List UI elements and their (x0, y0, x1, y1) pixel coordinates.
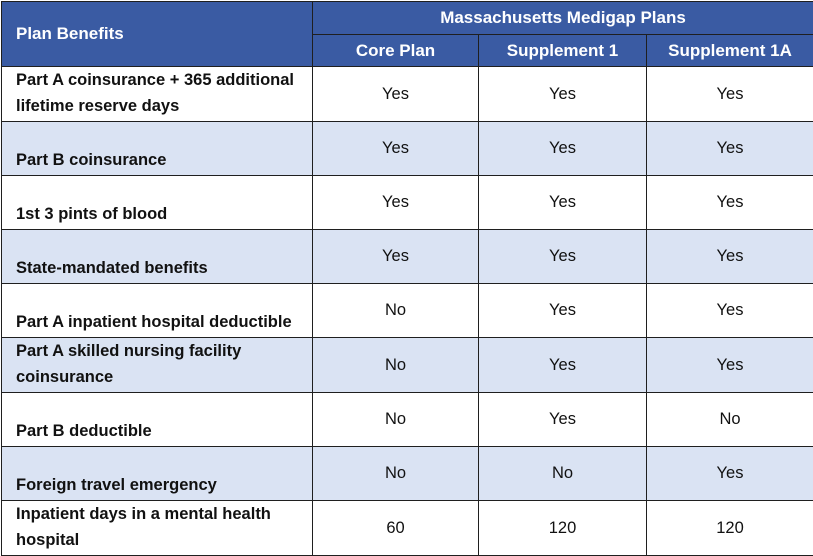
supplement-1-value: Yes (479, 393, 647, 447)
supplement-1a-value: Yes (647, 284, 813, 338)
supplement-1-value: No (479, 447, 647, 501)
table-row: Part B deductible No Yes No (2, 393, 813, 447)
column-header-supplement-1: Supplement 1 (479, 35, 647, 67)
table-row: Part A coinsurance + 365 additional life… (2, 67, 813, 122)
table-row: Part A inpatient hospital deductible No … (2, 284, 813, 338)
core-plan-value: Yes (313, 67, 479, 122)
table-row: Foreign travel emergency No No Yes (2, 447, 813, 501)
table-row: Part A skilled nursing facility coinsura… (2, 338, 813, 393)
benefit-label: Part B coinsurance (2, 122, 313, 176)
column-header-supplement-1a: Supplement 1A (647, 35, 813, 67)
header-row-group: Plan Benefits Massachusetts Medigap Plan… (2, 2, 813, 35)
benefit-label: Foreign travel emergency (2, 447, 313, 501)
supplement-1-value: Yes (479, 176, 647, 230)
supplement-1-value: Yes (479, 284, 647, 338)
supplement-1-value: Yes (479, 67, 647, 122)
core-plan-value: No (313, 338, 479, 393)
core-plan-value: Yes (313, 230, 479, 284)
core-plan-value: No (313, 393, 479, 447)
table-row: Part B coinsurance Yes Yes Yes (2, 122, 813, 176)
medigap-plans-group-header: Massachusetts Medigap Plans (313, 2, 813, 35)
supplement-1-value: 120 (479, 501, 647, 556)
benefit-label: Inpatient days in a mental health hospit… (2, 501, 313, 556)
supplement-1a-value: 120 (647, 501, 813, 556)
table-row: State-mandated benefits Yes Yes Yes (2, 230, 813, 284)
supplement-1-value: Yes (479, 338, 647, 393)
benefit-label: Part A skilled nursing facility coinsura… (2, 338, 313, 393)
table-row: Inpatient days in a mental health hospit… (2, 501, 813, 556)
benefit-label: State-mandated benefits (2, 230, 313, 284)
plan-benefits-header: Plan Benefits (2, 2, 313, 67)
benefit-label: 1st 3 pints of blood (2, 176, 313, 230)
core-plan-value: Yes (313, 122, 479, 176)
supplement-1a-value: Yes (647, 338, 813, 393)
supplement-1a-value: No (647, 393, 813, 447)
benefit-label: Part B deductible (2, 393, 313, 447)
supplement-1-value: Yes (479, 122, 647, 176)
supplement-1a-value: Yes (647, 176, 813, 230)
benefit-label: Part A inpatient hospital deductible (2, 284, 313, 338)
supplement-1-value: Yes (479, 230, 647, 284)
supplement-1a-value: Yes (647, 447, 813, 501)
column-header-core-plan: Core Plan (313, 35, 479, 67)
core-plan-value: No (313, 284, 479, 338)
core-plan-value: Yes (313, 176, 479, 230)
supplement-1a-value: Yes (647, 230, 813, 284)
core-plan-value: 60 (313, 501, 479, 556)
benefit-label: Part A coinsurance + 365 additional life… (2, 67, 313, 122)
core-plan-value: No (313, 447, 479, 501)
supplement-1a-value: Yes (647, 122, 813, 176)
supplement-1a-value: Yes (647, 67, 813, 122)
table-row: 1st 3 pints of blood Yes Yes Yes (2, 176, 813, 230)
